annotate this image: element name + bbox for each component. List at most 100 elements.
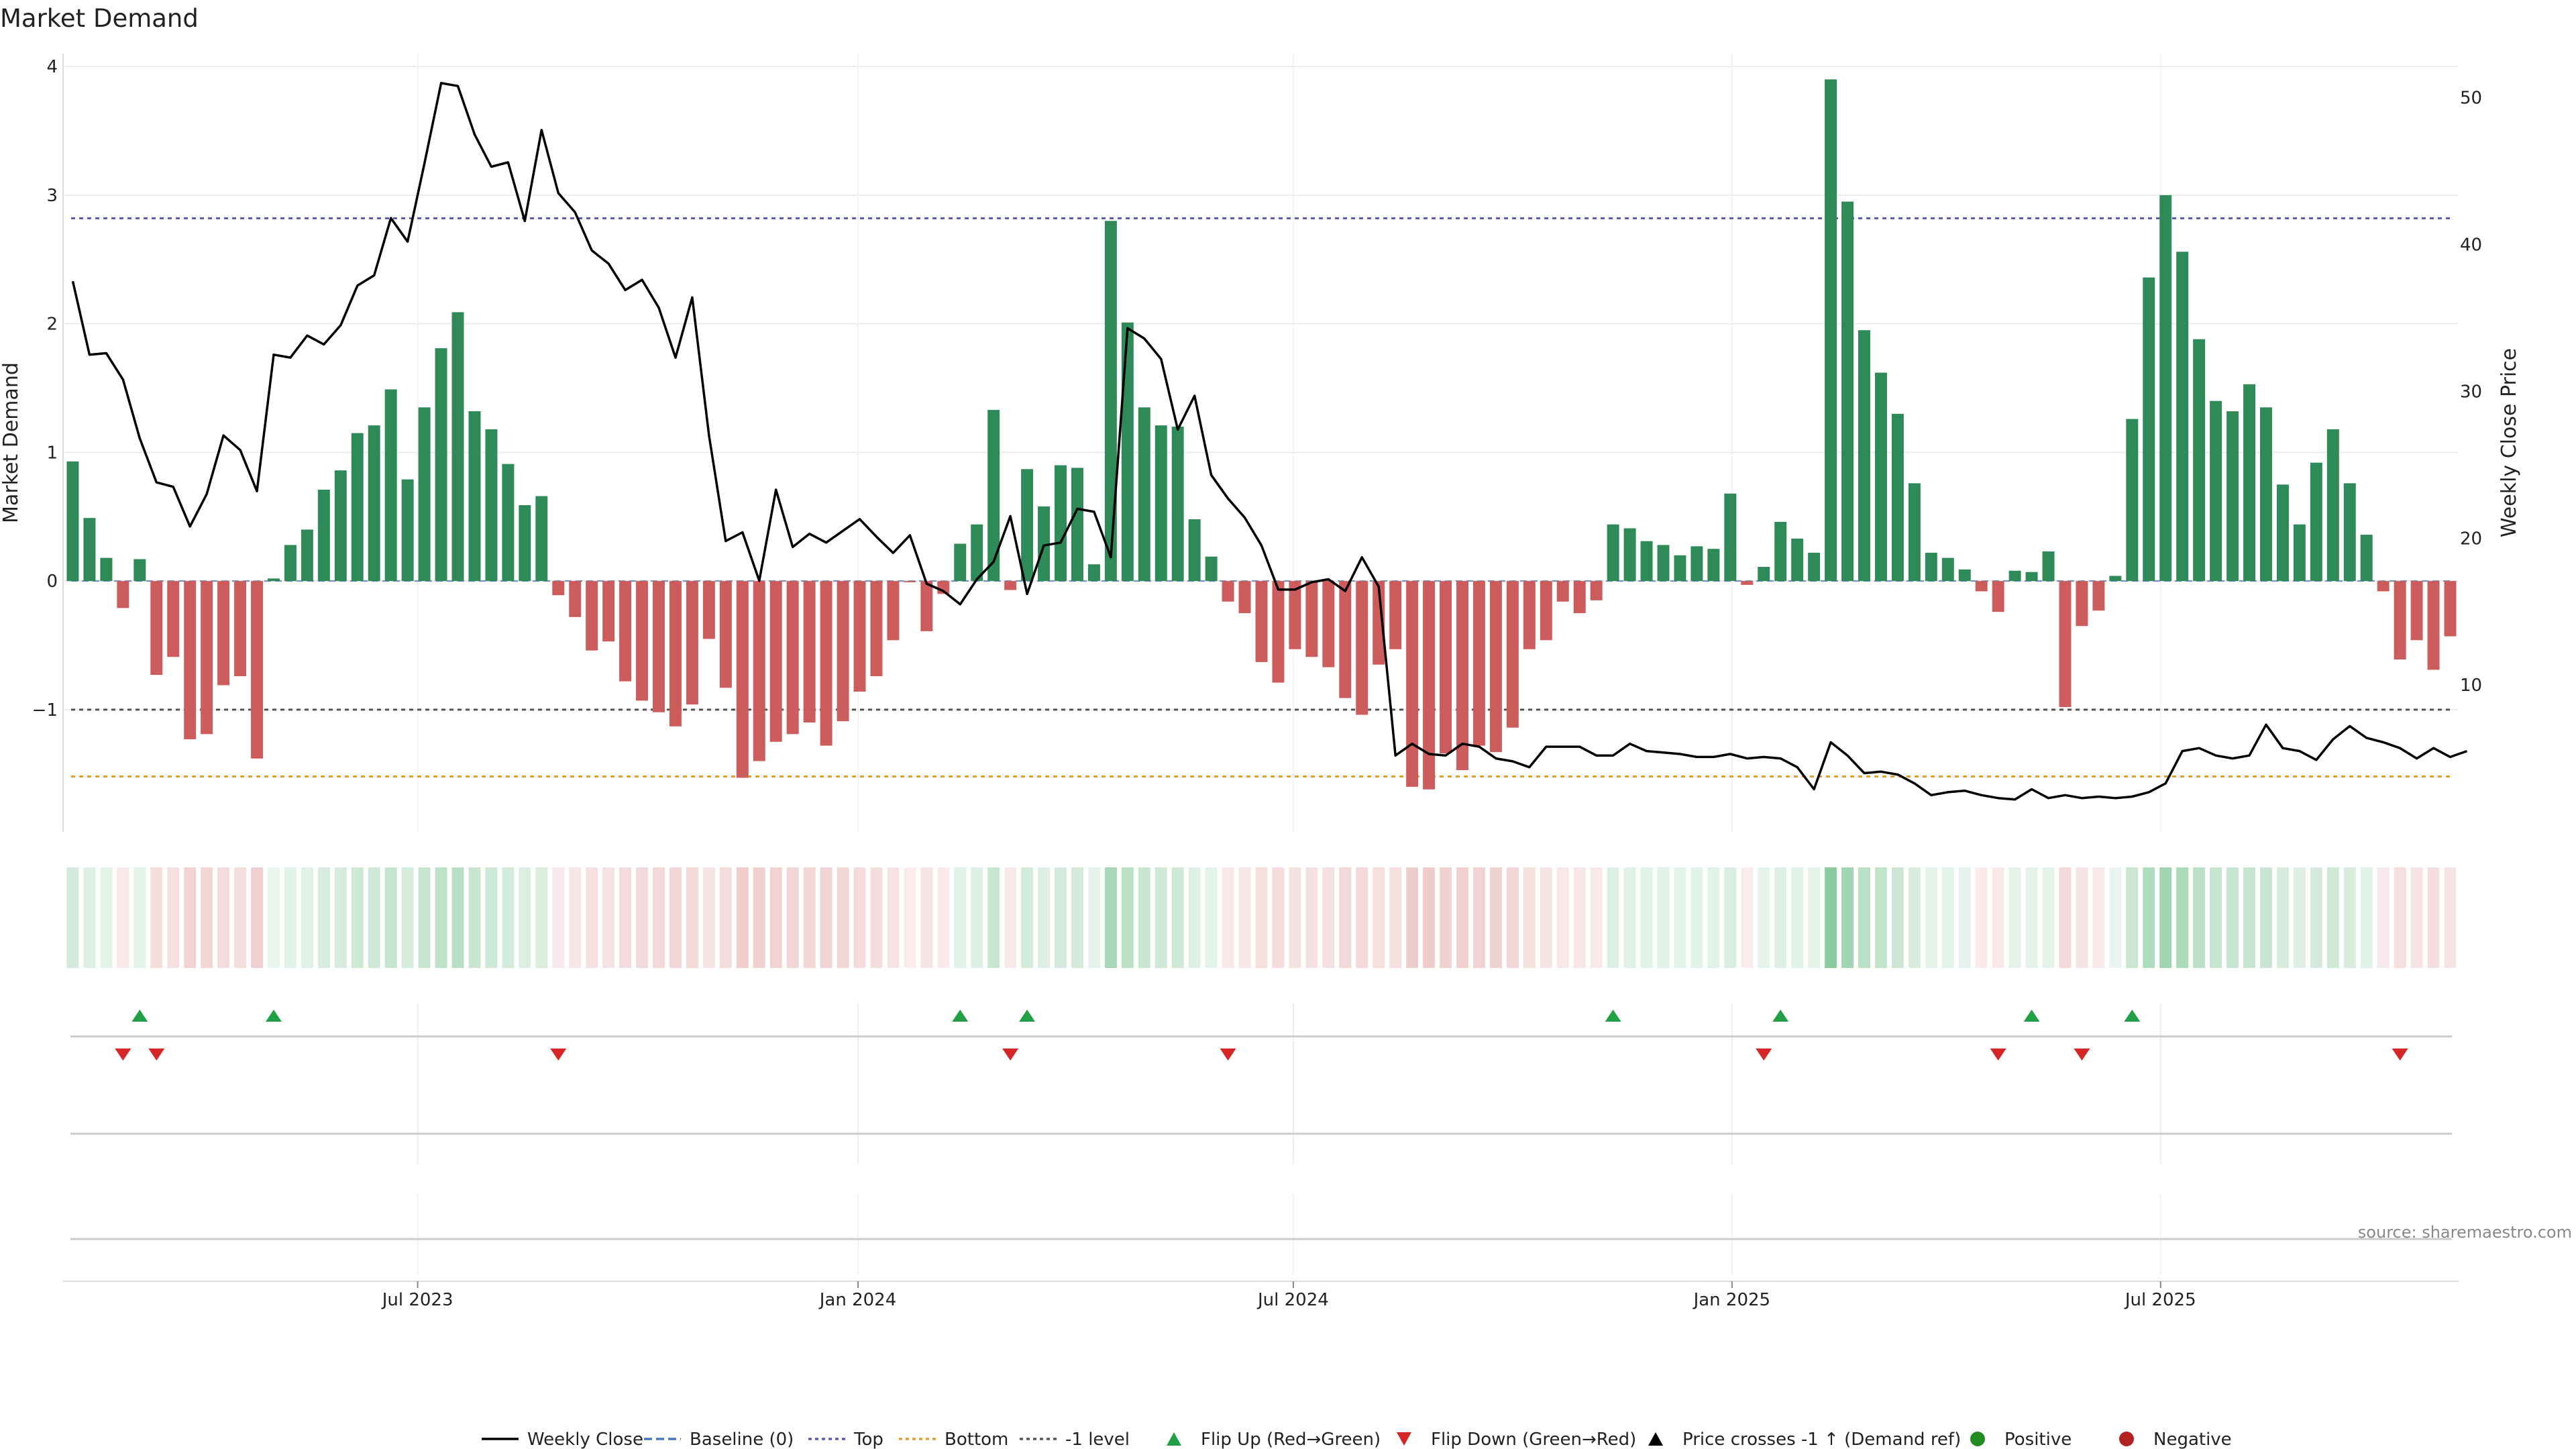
heat-cell [519, 867, 531, 968]
demand-bar [2326, 429, 2339, 582]
flip-up-marker [131, 1010, 148, 1022]
demand-bar [719, 581, 732, 688]
heat-cell [184, 867, 197, 968]
heat-cell [937, 867, 950, 968]
demand-bar [1791, 538, 1804, 582]
demand-bar [1373, 581, 1385, 665]
demand-bar [251, 581, 264, 759]
demand-bar [117, 581, 129, 608]
demand-bar [1472, 581, 1485, 746]
demand-bar [2008, 570, 2021, 582]
demand-bar [418, 407, 431, 582]
heat-cell [2243, 867, 2256, 968]
heat-cell [2326, 867, 2339, 968]
heat-cell [2276, 867, 2289, 968]
heat-cell [1021, 867, 1034, 968]
heat-cell [2377, 867, 2390, 968]
heat-cell [904, 867, 916, 968]
heat-cell [418, 867, 431, 968]
x-tick-label: Jul 2024 [1256, 1290, 1329, 1310]
heat-cell [1289, 867, 1301, 968]
heat-cell [1188, 867, 1201, 968]
heat-cell [1004, 867, 1017, 968]
legend-label: Negative [2153, 1430, 2232, 1449]
heat-cell [2059, 867, 2072, 968]
y2-tick-label: 40 [2460, 235, 2482, 256]
heat-cell [1406, 867, 1419, 968]
legend-label: Flip Down (Green→Red) [1431, 1430, 1636, 1449]
heat-cell [1992, 867, 2004, 968]
flip-up-marker [952, 1010, 969, 1022]
demand-bar [1825, 79, 1837, 582]
heat-cell [1322, 867, 1335, 968]
legend-item: Flip Up (Red→Green) [1167, 1430, 1381, 1449]
demand-bar [1121, 322, 1134, 582]
demand-bar [1640, 541, 1653, 582]
demand-bar [267, 578, 280, 582]
weekly-close-line [71, 82, 2468, 801]
demand-bar [2360, 535, 2373, 582]
heat-cell [1657, 867, 1670, 968]
heat-cell [1941, 867, 1954, 968]
demand-bar [284, 545, 297, 582]
demand-bar [1021, 469, 1034, 582]
demand-bar [954, 543, 967, 582]
demand-bar [2444, 581, 2457, 637]
demand-bar [2126, 419, 2139, 582]
heat-cell [117, 867, 129, 968]
legend-swatch [1397, 1432, 1411, 1446]
demand-bar [669, 581, 682, 727]
heat-cell [1523, 867, 1536, 968]
y-tick-label: 0 [46, 572, 58, 592]
demand-bar [1674, 555, 1686, 582]
heat-cell [1038, 867, 1051, 968]
legend-label: Positive [2004, 1430, 2072, 1449]
demand-heat-strip [66, 867, 2457, 968]
demand-bar [1188, 519, 1201, 582]
heat-cell [1640, 867, 1653, 968]
legend-label: Flip Up (Red→Green) [1201, 1430, 1381, 1449]
heat-cell [2427, 867, 2440, 968]
demand-bar [167, 581, 180, 657]
reference-levels [71, 217, 2452, 778]
heat-cell [719, 867, 732, 968]
demand-bar [485, 429, 498, 582]
heat-cell [636, 867, 649, 968]
y-tick-label: 2 [46, 315, 58, 335]
x-tick-label: Jan 2025 [1693, 1290, 1771, 1310]
demand-bar [1423, 581, 1436, 790]
legend-item: Bottom [899, 1430, 1008, 1449]
heat-cell [485, 867, 498, 968]
demand-bar [1992, 581, 2004, 612]
heat-cell [2343, 867, 2356, 968]
demand-bars [66, 79, 2457, 790]
demand-bar [2092, 581, 2105, 611]
legend-swatch [1970, 1432, 1985, 1446]
demand-bar [1038, 506, 1051, 582]
demand-bar [1205, 556, 1218, 582]
demand-bar [1874, 372, 1887, 582]
demand-bar [1925, 552, 1937, 582]
heat-cell [2126, 867, 2139, 968]
demand-bar [837, 581, 849, 722]
demand-bar [1440, 581, 1452, 754]
heat-cell [602, 867, 615, 968]
heat-cell [1087, 867, 1100, 968]
demand-bar [1489, 581, 1502, 753]
demand-bar [1774, 521, 1787, 582]
demand-bar [2076, 581, 2088, 627]
demand-bar [736, 581, 749, 778]
demand-bar [1004, 581, 1017, 590]
demand-bar [853, 581, 866, 692]
heat-cell [653, 867, 665, 968]
heat-cell [736, 867, 749, 968]
demand-bar [2343, 483, 2356, 582]
legend-item: Baseline (0) [644, 1430, 794, 1449]
heat-cell [401, 867, 414, 968]
heat-cell [1774, 867, 1787, 968]
demand-bar [1104, 221, 1117, 582]
demand-bar [971, 524, 983, 582]
heat-cell [1121, 867, 1134, 968]
heat-cell [384, 867, 397, 968]
demand-bar [820, 581, 833, 746]
